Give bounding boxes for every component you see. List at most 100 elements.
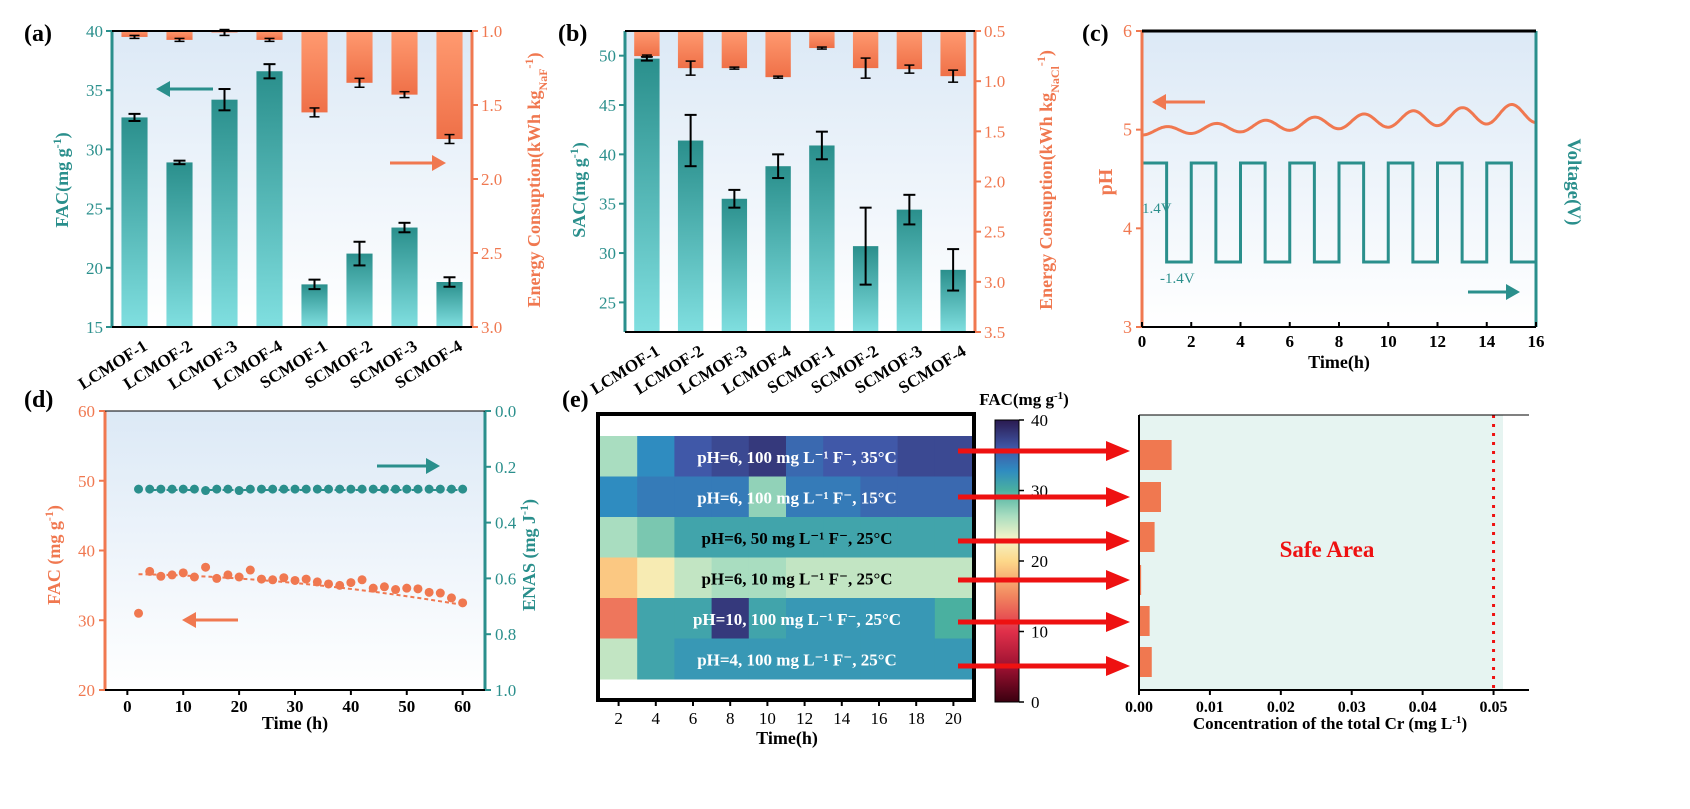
panel-d-x-axis-label: Time (h) — [262, 713, 328, 734]
left-bar — [436, 282, 463, 327]
x-tick-label: 20 — [945, 709, 962, 728]
left-tick-label: 35 — [86, 81, 103, 100]
heatmap-cell — [637, 638, 675, 680]
fac-point — [167, 570, 177, 580]
x-tick-label: 18 — [908, 709, 925, 728]
panel-a-label: (a) — [24, 21, 52, 47]
fac-point — [189, 572, 199, 582]
enas-point — [134, 484, 144, 494]
left-tick-label: 30 — [78, 611, 95, 630]
heatmap-x-axis-label: Time(h) — [756, 728, 818, 749]
panel-c-left-arrow — [1152, 94, 1205, 110]
x-tick-label: 2 — [614, 709, 623, 728]
right-bar — [634, 31, 660, 57]
left-tick-label: 50 — [599, 47, 616, 66]
heatmap-cell — [674, 517, 713, 558]
right-tick-label: 1.0 — [495, 681, 516, 700]
panel-d-right-arrow — [377, 458, 440, 474]
right-tick-label: 1.5 — [984, 122, 1005, 141]
right-bar — [256, 31, 283, 40]
link-arrow-head — [1106, 570, 1130, 590]
left-tick-label: 25 — [86, 200, 103, 219]
fac-fit-line — [138, 573, 463, 606]
heatmap-cell — [860, 476, 899, 518]
right-tick-label: 2.0 — [481, 170, 502, 189]
panel-d-label: (d) — [24, 387, 53, 413]
right-tick-label: 0.4 — [495, 514, 517, 533]
heatmap-cell — [711, 638, 750, 680]
enas-point — [391, 484, 401, 494]
fac-point — [324, 579, 334, 589]
panel-d: 20 30 40 50 60 0.0 0.2 0.4 0.6 0.8 1.0 0 10 20 30 40 50 6… — [42, 402, 540, 734]
left-tick-label: 45 — [599, 96, 616, 115]
left-bar — [809, 145, 835, 332]
voltage-line — [1142, 161, 1536, 264]
heatmap-cell — [637, 517, 675, 558]
panel-c-right-axis-label: Voltage(V) — [1563, 139, 1584, 226]
left-tick-label: 30 — [599, 244, 616, 263]
panel-e-label: (e) — [562, 387, 589, 413]
fac-point — [368, 583, 378, 593]
enas-point — [268, 484, 278, 494]
right-bar — [436, 31, 463, 140]
panel-a: LCMOF-1LCMOF-2LCMOF-3LCMOF-4SCMOF-1SCMOF… — [50, 22, 550, 393]
heatmap-cell — [674, 638, 713, 680]
cr-bar — [1139, 606, 1150, 636]
heatmap-cell — [823, 517, 861, 558]
x-tick-label: 2 — [1187, 332, 1196, 351]
heatmap-cell — [897, 598, 936, 639]
x-tick-label: 0.02 — [1267, 699, 1295, 716]
panel-d-right-axis-label: ENAS (mg J-1) — [517, 499, 540, 611]
enas-point — [446, 484, 456, 494]
colorbar-label: FAC(mg g-1) — [979, 390, 1069, 409]
right-tick-label: 3.0 — [984, 273, 1005, 292]
right-tick-label: 2.0 — [984, 173, 1005, 192]
heatmap-cell — [786, 517, 824, 558]
right-tick-label: 1.0 — [984, 72, 1005, 91]
right-bar — [765, 31, 791, 78]
fac-point — [458, 598, 468, 608]
enas-point — [357, 484, 367, 494]
heatmap-cell — [600, 638, 638, 680]
heatmap-cell — [748, 638, 787, 680]
fac-point — [134, 608, 144, 618]
heatmap-cell — [748, 557, 787, 599]
heatmap-cell — [934, 436, 973, 477]
left-bar — [634, 58, 660, 333]
fac-point — [379, 582, 389, 592]
panel-d-left-axis-label: FAC (mg g-1) — [42, 505, 65, 605]
x-tick-label: 6 — [689, 709, 698, 728]
x-tick-label: 0.00 — [1125, 699, 1153, 716]
x-tick-label: 0.03 — [1338, 699, 1366, 716]
link-arrow-head — [1106, 612, 1130, 632]
heatmap-cell — [674, 476, 713, 518]
heatmap-cell — [934, 517, 973, 558]
heatmap-cell — [786, 638, 824, 680]
heatmap-frame — [596, 412, 976, 702]
panel-a-left-axis-label: FAC(mg g-1) — [50, 132, 73, 227]
colorbar-tick-label: 0 — [1031, 693, 1040, 712]
fac-point — [268, 575, 278, 585]
colorbar-tick-label: 20 — [1031, 552, 1048, 571]
enas-point — [223, 484, 233, 494]
x-tick-label: 4 — [1236, 332, 1245, 351]
x-tick-label: 12 — [1429, 332, 1446, 351]
left-tick-label: 15 — [86, 318, 103, 337]
left-tick-label: 20 — [78, 681, 95, 700]
enas-point — [402, 484, 412, 494]
enas-point — [301, 484, 311, 494]
fac-point — [201, 562, 211, 572]
left-tick-label: 35 — [599, 195, 616, 214]
panel-b-left-axis-label: SAC(mg g-1) — [567, 142, 590, 238]
heatmap-cell — [637, 598, 675, 639]
heatmap-cell — [600, 598, 638, 639]
left-tick-label: 5 — [1123, 120, 1132, 140]
voltage-low-label: -1.4V — [1160, 271, 1195, 287]
heatmap-cell — [823, 638, 861, 680]
panel-e: pH=6, 100 mg L⁻¹ F⁻, 35°C pH=6, 100 mg L⁻… — [596, 390, 1069, 749]
right-tick-label: 0.5 — [984, 22, 1005, 41]
right-bar — [896, 31, 923, 70]
heatmap-cell — [711, 436, 750, 477]
heatmap-cell — [748, 476, 787, 518]
